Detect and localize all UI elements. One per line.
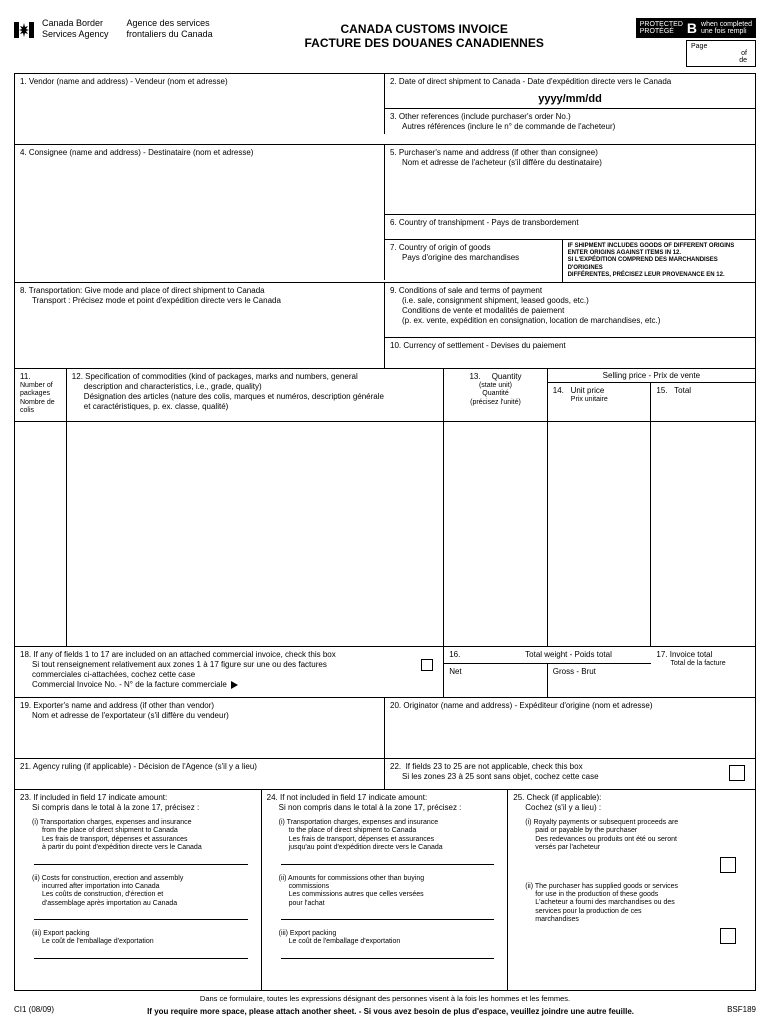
page-number-box: Page ofde xyxy=(686,40,756,67)
title-en: CANADA CUSTOMS INVOICE xyxy=(213,22,636,36)
field-16-gross[interactable]: Gross - Brut xyxy=(548,664,652,697)
field-19[interactable]: 19. Exporter's name and address (if othe… xyxy=(15,698,385,758)
field-6-transhipment[interactable]: 6. Country of transhipment - Pays de tra… xyxy=(385,215,755,240)
form-code-left: CI1 (08/09) xyxy=(14,1005,54,1016)
field-24ii-line[interactable] xyxy=(281,910,495,920)
field-23i-line[interactable] xyxy=(34,855,248,865)
field-16-label: Total weight - Poids total xyxy=(486,647,652,663)
field-9-conditions[interactable]: 9. Conditions of sale and terms of payme… xyxy=(385,283,755,338)
field-24i-line[interactable] xyxy=(281,855,495,865)
field-2-date[interactable]: 2. Date of direct shipment to Canada - D… xyxy=(385,74,755,109)
field-12-header: 12. Specification of commodities (kind o… xyxy=(67,369,444,421)
arrow-icon xyxy=(231,681,238,689)
field-16-num: 16. xyxy=(444,647,485,663)
field-1-vendor[interactable]: 1. Vendor (name and address) - Vendeur (… xyxy=(15,74,385,134)
field-11-body[interactable] xyxy=(15,422,67,646)
agency-en-1: Canada Border xyxy=(42,18,103,28)
agency-fr-2: frontaliers du Canada xyxy=(127,29,213,39)
agency-en-2: Services Agency xyxy=(42,29,109,39)
field-7-origin[interactable]: 7. Country of origin of goods Pays d'ori… xyxy=(385,240,563,282)
form-header: Canada BorderServices Agency Agence des … xyxy=(14,18,756,67)
field-17[interactable]: 17. Invoice total Total de la facture xyxy=(651,647,755,697)
field-15-body[interactable] xyxy=(651,422,755,646)
field-14-body[interactable] xyxy=(548,422,652,646)
agency-fr-1: Agence des services xyxy=(127,18,210,28)
field-23iii-line[interactable] xyxy=(34,949,248,959)
field-23[interactable]: 23. If included in field 17 indicate amo… xyxy=(15,790,262,990)
form-title: CANADA CUSTOMS INVOICE FACTURE DES DOUAN… xyxy=(213,18,636,50)
field-18-checkbox[interactable] xyxy=(421,659,433,671)
field-25[interactable]: 25. Check (if applicable): Cochez (s'il … xyxy=(508,790,755,990)
field-13-header: 13. Quantity (state unit) Quantité (préc… xyxy=(444,369,548,421)
field-12-body[interactable] xyxy=(67,422,444,646)
field-4-consignee[interactable]: 4. Consignee (name and address) - Destin… xyxy=(15,145,385,280)
field-25ii-checkbox[interactable] xyxy=(720,928,736,944)
field-16-net[interactable]: Net xyxy=(444,664,548,697)
field-11-header: 11. Number of packages Nombre de colis xyxy=(15,369,67,421)
field-3-other-refs[interactable]: 3. Other references (include purchaser's… xyxy=(385,109,755,144)
field-20[interactable]: 20. Originator (name and address) - Expé… xyxy=(385,698,755,758)
date-format: yyyy/mm/dd xyxy=(390,93,750,105)
field-24iii-line[interactable] xyxy=(281,949,495,959)
field-25i-checkbox[interactable] xyxy=(720,857,736,873)
field-22[interactable]: 22. If fields 23 to 25 are not applicabl… xyxy=(385,759,755,789)
selling-price-header: Selling price - Prix de vente xyxy=(548,369,755,383)
field-18[interactable]: 18. If any of fields 1 to 17 are include… xyxy=(15,647,444,697)
footer-note-fr: Dans ce formulaire, toutes les expressio… xyxy=(14,994,756,1003)
field-24[interactable]: 24. If not included in field 17 indicate… xyxy=(262,790,509,990)
canada-flag-icon xyxy=(14,20,34,40)
footer-more-space: If you require more space, please attach… xyxy=(54,1007,727,1016)
agency-name: Canada BorderServices Agency Agence des … xyxy=(42,18,213,40)
title-fr: FACTURE DES DOUANES CANADIENNES xyxy=(213,36,636,50)
field-23ii-line[interactable] xyxy=(34,910,248,920)
field-8-transportation[interactable]: 8. Transportation: Give mode and place o… xyxy=(15,283,385,368)
field-7-note: IF SHIPMENT INCLUDES GOODS OF DIFFERENT … xyxy=(563,240,755,282)
field-21[interactable]: 21. Agency ruling (if applicable) - Déci… xyxy=(15,759,385,789)
field-22-checkbox[interactable] xyxy=(729,765,745,781)
customs-form: 1. Vendor (name and address) - Vendeur (… xyxy=(14,73,756,991)
protected-badge: PROTECTEDPROTÉGÉ B when completedune foi… xyxy=(636,18,756,38)
field-10-currency[interactable]: 10. Currency of settlement - Devises du … xyxy=(385,338,755,368)
field-14-header: 14. Unit price Prix unitaire xyxy=(548,383,652,421)
field-13-body[interactable] xyxy=(444,422,548,646)
field-15-header: 15. Total xyxy=(651,383,755,421)
form-code-right: BSF189 xyxy=(727,1005,756,1016)
field-5-purchaser[interactable]: 5. Purchaser's name and address (if othe… xyxy=(385,145,755,215)
